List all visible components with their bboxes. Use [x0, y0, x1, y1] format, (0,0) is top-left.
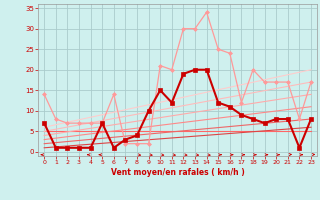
X-axis label: Vent moyen/en rafales ( km/h ): Vent moyen/en rafales ( km/h ) [111, 168, 244, 177]
